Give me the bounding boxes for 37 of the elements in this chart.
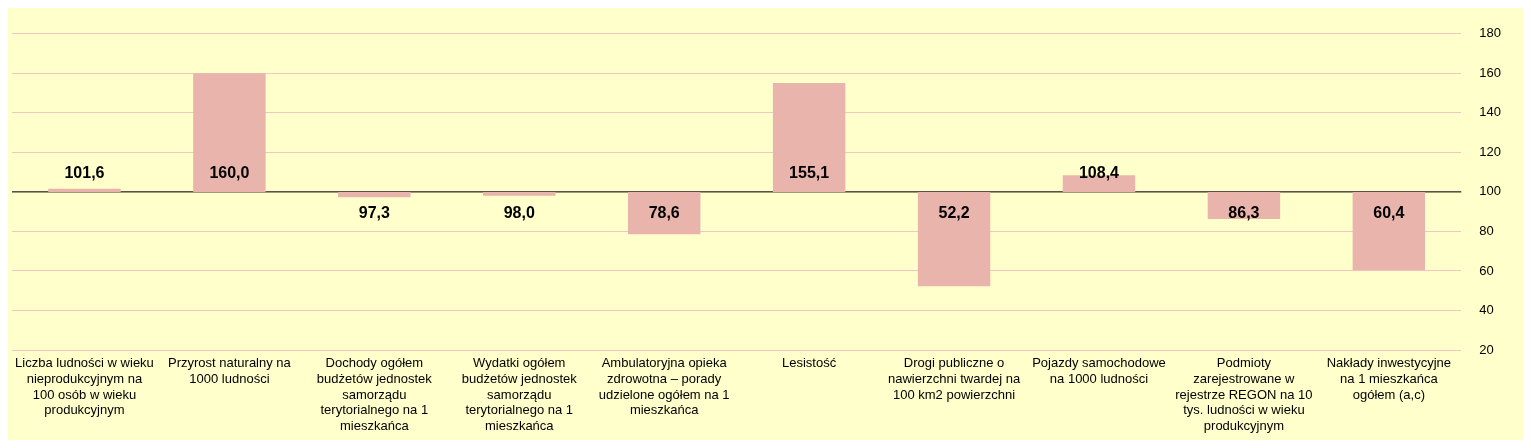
- bar: [627, 191, 701, 235]
- data-label: 98,0: [503, 204, 535, 222]
- x-tick-label: Podmioty zarejestrowane w rejestrze REGON na 10 tys. ludności w wieku produkcyjnym: [1175, 355, 1313, 433]
- data-label: 101,6: [64, 164, 105, 182]
- bar: [338, 191, 411, 198]
- bar: [483, 191, 556, 196]
- data-label: 108,4: [1078, 164, 1120, 182]
- bar: [48, 188, 121, 192]
- data-label: 97,3: [358, 204, 390, 222]
- data-label: 86,3: [1228, 204, 1260, 222]
- data-label: 155,1: [789, 164, 830, 182]
- bar: [193, 73, 266, 192]
- y-tick-label: 180: [1479, 25, 1502, 41]
- y-tick-label: 20: [1479, 341, 1494, 357]
- y-tick-label: 60: [1479, 262, 1494, 278]
- data-label: 78,6: [648, 204, 680, 222]
- bar: [917, 191, 991, 287]
- x-tick-label: Wydatki ogółem budżetów jednostek samorządu terytorialnego na 1 mieszkańca: [461, 355, 578, 433]
- y-tick-label: 120: [1479, 143, 1502, 159]
- data-label: 52,2: [938, 204, 970, 222]
- y-tick-label: 100: [1479, 183, 1502, 199]
- bar: [772, 83, 846, 192]
- x-tick-label: Nakłady inwestycyjne na 1 mieszkańca ogółem (a,c): [1326, 355, 1451, 402]
- y-tick-label: 160: [1479, 64, 1502, 80]
- y-tick-label: 140: [1479, 104, 1502, 120]
- x-tick-label: Lesistość: [782, 355, 837, 371]
- data-label: 60,4: [1373, 204, 1405, 222]
- data-label: 160,0: [209, 164, 250, 182]
- y-tick-label: 40: [1479, 302, 1494, 318]
- x-tick-label: Ambulatoryjna opieka zdrowotna – porady udzielone ogółem na 1 mieszkańca: [598, 355, 730, 418]
- bar: [1352, 191, 1426, 271]
- x-tick-label: Dochody ogółem budżetów jednostek samorządu terytorialnego na 1 mieszkańca: [316, 355, 433, 433]
- x-tick-label: Przyrost naturalny na 1000 ludności: [167, 355, 292, 386]
- x-tick-label: Liczba ludności w wieku nieprodukcyjnym na 100 osób w wieku produkcyjnym: [15, 355, 154, 418]
- x-tick-label: Drogi publiczne o nawierzchni twardej na 100 km2 powierzchni: [887, 355, 1021, 402]
- x-tick-label: Pojazdy samochodowe na 1000 ludności: [1032, 355, 1166, 386]
- y-tick-label: 80: [1479, 223, 1494, 238]
